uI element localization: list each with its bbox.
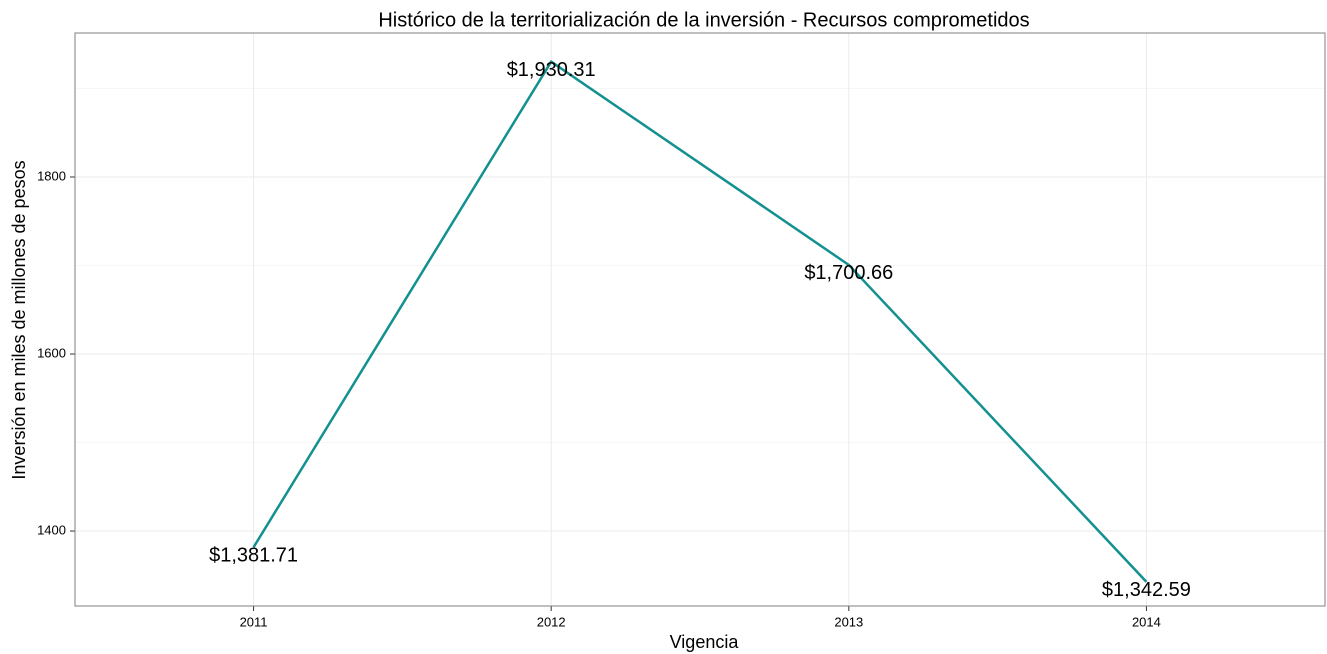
y-tick-label: 1600 [37, 345, 66, 360]
data-label: $1,930.31 [507, 59, 596, 81]
data-label: $1,381.71 [209, 545, 298, 567]
x-tick-label: 2013 [834, 614, 863, 629]
x-tick-label: 2011 [240, 614, 268, 629]
x-axis-label: Vigencia [670, 632, 740, 652]
x-tick-label: 2012 [537, 614, 566, 629]
data-label: $1,700.66 [804, 262, 893, 284]
chart-title: Histórico de la territorialización de la… [378, 9, 1029, 31]
line [252, 59, 1148, 583]
data-label: $1,342.59 [1102, 579, 1191, 601]
y-tick-label: 1400 [37, 522, 66, 537]
y-tick-label: 1800 [37, 168, 66, 183]
x-tick-label: 2014 [1132, 614, 1161, 629]
y-axis-label: Inversión en miles de millones de pesos [9, 160, 29, 479]
plot-border [74, 32, 1326, 607]
